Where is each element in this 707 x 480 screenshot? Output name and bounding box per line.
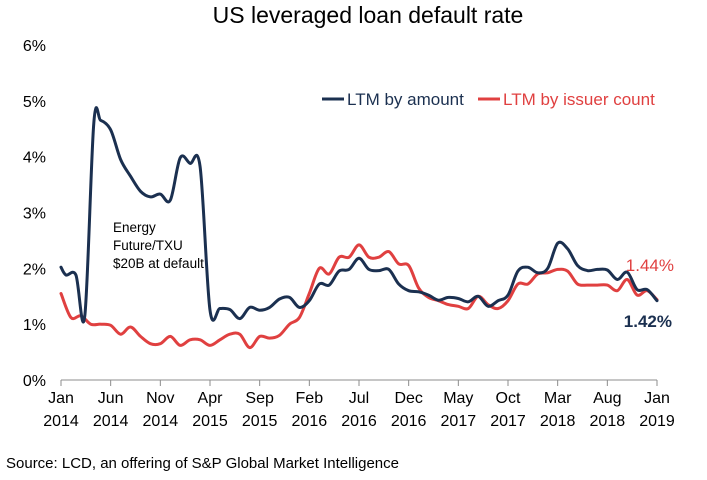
series-layer: [59, 106, 659, 350]
annotation-line-2: Future/TXU: [113, 238, 183, 253]
y-tick-label: 2%: [23, 261, 46, 278]
x-tick-label: 2017: [490, 413, 526, 430]
x-tick-label: Jan: [644, 390, 670, 407]
x-tick-label: 2019: [639, 413, 675, 430]
x-tick-label: May: [443, 390, 473, 407]
legend-label-amount: LTM by amount: [347, 90, 464, 109]
x-tick-label: 2016: [292, 413, 328, 430]
x-tick-label: Jul: [349, 390, 369, 407]
x-tick-label: 2016: [391, 413, 427, 430]
y-tick-label: 3%: [23, 206, 46, 223]
x-tick-label: 2018: [540, 413, 576, 430]
source-note: Source: LCD, an offering of S&P Global M…: [6, 455, 399, 472]
x-tick-label: Apr: [198, 390, 224, 407]
end-label-amount: 1.42%: [624, 312, 672, 331]
y-tick-label: 4%: [23, 150, 46, 167]
x-tick-label: Jan: [48, 390, 74, 407]
y-tick-label: 1%: [23, 317, 46, 334]
x-axis: Jan 2014 Jun 2014 Nov 2014 Apr 2015 Sep 2015 Feb 20…: [43, 380, 675, 430]
x-tick-label: 2014: [93, 413, 129, 430]
y-tick-label: 5%: [23, 94, 46, 111]
x-tick-label: 2018: [590, 413, 626, 430]
series-line-amount: [59, 106, 659, 324]
y-tick-label: 6%: [23, 38, 46, 55]
x-tick-label: 2017: [441, 413, 477, 430]
legend-label-issuer: LTM by issuer count: [503, 90, 655, 109]
x-tick-label: 2014: [43, 413, 79, 430]
x-tick-label: Aug: [593, 390, 621, 407]
end-label-issuer: 1.44%: [626, 256, 674, 275]
x-tick-label: Oct: [496, 390, 521, 407]
chart-title: US leveraged loan default rate: [213, 2, 524, 28]
x-tick-label: 2015: [242, 413, 278, 430]
x-tick-label: Nov: [146, 390, 174, 407]
x-tick-label: 2016: [341, 413, 377, 430]
x-tick-label: Mar: [544, 390, 572, 407]
annotation-line-1: Energy: [113, 220, 156, 235]
x-tick-label: Sep: [245, 390, 274, 407]
y-axis: 0% 1% 2% 3% 4% 5% 6%: [23, 38, 46, 390]
x-tick-label: Dec: [394, 390, 422, 407]
x-tick-label: 2015: [192, 413, 228, 430]
legend: LTM by amount LTM by issuer count: [322, 90, 655, 109]
annotation: Energy Future/TXU $20B at default: [113, 220, 204, 271]
x-tick-label: 2014: [143, 413, 179, 430]
x-tick-label: Jun: [98, 390, 124, 407]
annotation-line-3: $20B at default: [113, 256, 204, 271]
y-tick-label: 0%: [23, 373, 46, 390]
x-tick-label: Feb: [296, 390, 324, 407]
series-line-issuer-count: [59, 243, 659, 350]
